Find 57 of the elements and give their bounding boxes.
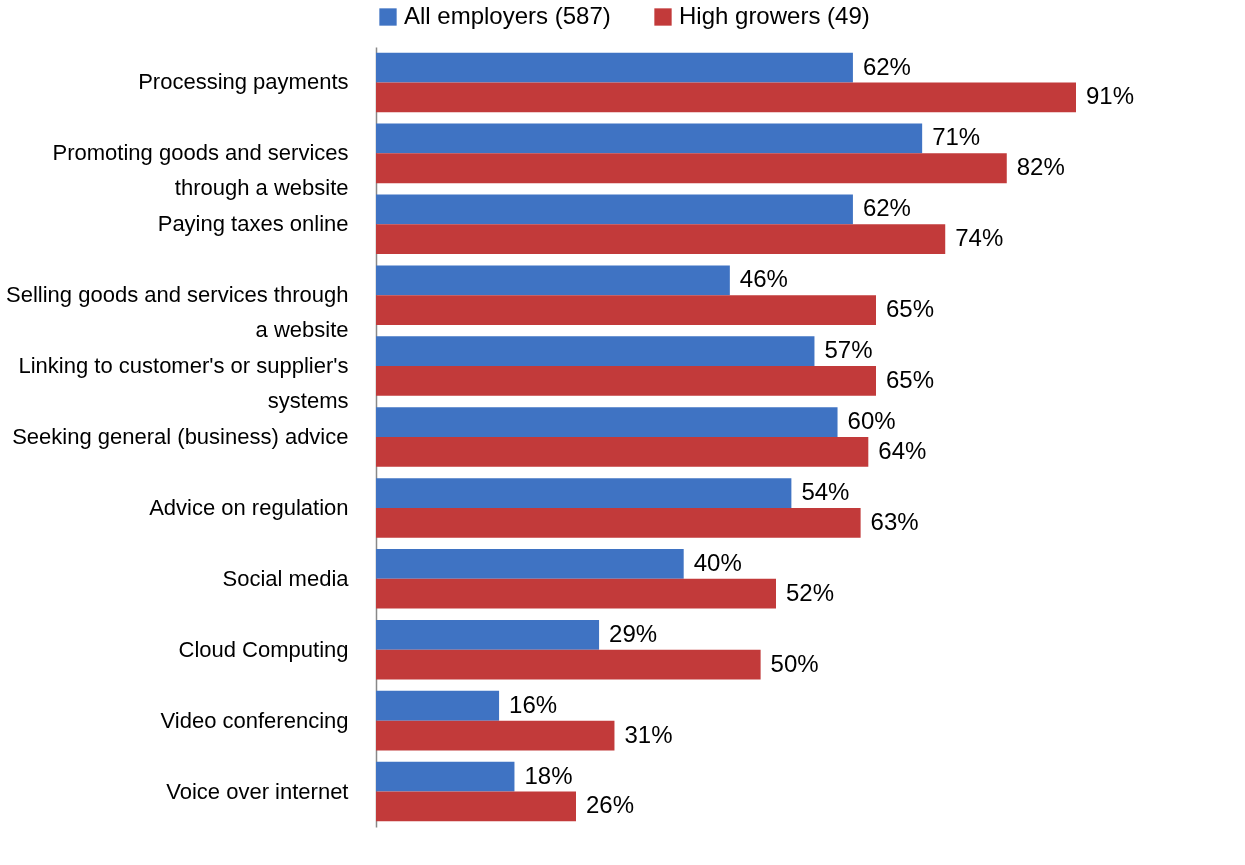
bar bbox=[376, 366, 876, 396]
data-label: 31% bbox=[624, 720, 673, 748]
y-tick-label: Advice on regulation bbox=[149, 494, 349, 520]
data-label: 64% bbox=[878, 436, 927, 464]
bar bbox=[376, 194, 853, 225]
y-tick-label: Linking to customer's or supplier's systems bbox=[18, 353, 349, 414]
y-tick-label: Seeking general (business) advice bbox=[12, 424, 349, 449]
legend-label: All employers (587) bbox=[404, 2, 611, 29]
y-tick-label: Social media bbox=[222, 565, 350, 591]
data-label: 63% bbox=[870, 507, 919, 535]
data-label: 26% bbox=[586, 791, 635, 819]
bar bbox=[376, 761, 515, 792]
bar bbox=[376, 791, 576, 822]
bar bbox=[376, 507, 861, 538]
bar bbox=[376, 52, 853, 83]
data-label: 54% bbox=[801, 478, 850, 506]
y-tick-label: Processing payments bbox=[138, 69, 349, 95]
bar bbox=[376, 549, 684, 579]
y-tick-label: Voice over internet bbox=[166, 778, 349, 804]
bar bbox=[376, 224, 946, 255]
bar bbox=[376, 437, 869, 467]
data-label: 60% bbox=[847, 407, 896, 435]
bar bbox=[376, 153, 1007, 184]
data-label: 29% bbox=[609, 619, 658, 647]
y-tick-label: Selling goods and services through a website bbox=[6, 282, 349, 343]
data-label: 18% bbox=[524, 761, 573, 789]
bar bbox=[376, 407, 838, 437]
data-label: 46% bbox=[739, 265, 788, 293]
data-label: 91% bbox=[1086, 82, 1135, 110]
bar bbox=[376, 295, 876, 325]
data-label: 16% bbox=[509, 690, 558, 718]
data-label: 74% bbox=[955, 224, 1004, 252]
y-tick-label: Paying taxes online bbox=[157, 211, 349, 237]
data-label: 65% bbox=[886, 365, 935, 393]
y-tick-label: Promoting goods and services through a website bbox=[52, 140, 349, 201]
legend-label: High growers (49) bbox=[679, 2, 870, 29]
bar bbox=[376, 578, 776, 609]
data-label: 62% bbox=[862, 52, 911, 80]
data-label: 82% bbox=[1016, 153, 1065, 181]
data-label: 52% bbox=[786, 578, 835, 606]
bar bbox=[376, 619, 600, 650]
y-tick-label: Cloud Computing bbox=[178, 636, 349, 662]
bar bbox=[376, 82, 1076, 113]
bar bbox=[376, 649, 761, 680]
bar bbox=[376, 690, 500, 721]
bar bbox=[376, 478, 792, 508]
data-label: 57% bbox=[824, 336, 873, 364]
data-label: 40% bbox=[693, 548, 742, 576]
y-tick-label: Video conferencing bbox=[160, 707, 349, 733]
data-label: 62% bbox=[862, 194, 911, 222]
data-label: 71% bbox=[932, 123, 981, 151]
bar bbox=[376, 336, 815, 367]
bar bbox=[376, 265, 730, 296]
bar bbox=[376, 720, 615, 751]
data-label: 65% bbox=[886, 295, 935, 323]
bar bbox=[376, 123, 923, 154]
data-label: 50% bbox=[770, 649, 819, 677]
